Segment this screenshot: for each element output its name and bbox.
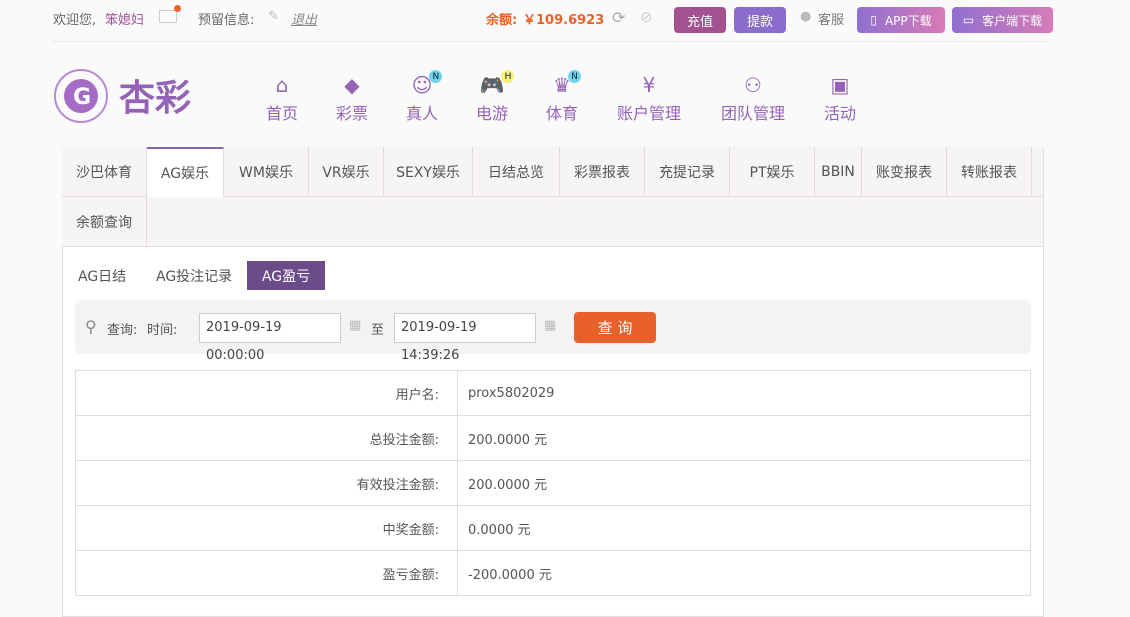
row-value: prox5802029 [457,370,1031,416]
nav-label: 团队管理 [720,104,785,123]
nav-label: 体育 [545,104,578,123]
badge: H [501,70,515,83]
logo[interactable]: G 杏彩 [53,66,208,126]
row-value: 200.0000 元 [457,415,1031,461]
service-link[interactable]: 客服 [818,13,845,28]
tab-7[interactable]: 充提记录 [645,147,730,197]
gamepad-icon: 🎮 H [480,70,515,97]
nav-item-0[interactable]: ⌂ 首页 [242,72,322,124]
top-bar: 欢迎您, 笨媳妇 预留信息: ✎ 退出 余额: ￥109.6923 ⟳ ⊘ 充值… [53,0,1053,42]
row-value: 200.0000 元 [457,460,1031,506]
row-value: -200.0000 元 [457,550,1031,596]
yuan-coin-icon: ¥ [642,73,656,97]
row-value: 0.0000 元 [457,505,1031,551]
nav-label: 首页 [265,104,298,123]
query-button[interactable]: 查 询 [574,312,656,343]
refresh-icon[interactable]: ⟳ [612,8,626,27]
nav-label: 电游 [475,104,508,123]
service-avatar-icon: ● [800,9,812,24]
nav-item-1[interactable]: ◆ 彩票 [312,72,392,124]
row-label: 总投注金额: [75,415,458,461]
username[interactable]: 笨媳妇 [105,13,145,28]
tab-1[interactable]: AG娱乐 [147,147,224,197]
gift-icon: ▣ [830,73,850,97]
nav-label: 活动 [823,104,856,123]
table-row: 有效投注金额: 200.0000 元 [75,460,1031,506]
tab-4[interactable]: SEXY娱乐 [384,147,473,197]
row-label: 用户名: [75,370,458,416]
logo-text: 杏彩 [119,78,191,119]
nav-label: 彩票 [335,104,368,123]
tab-12[interactable]: 余额查询 [62,197,147,247]
tab-11[interactable]: 转账报表 [947,147,1032,197]
table-row: 中奖金额: 0.0000 元 [75,505,1031,551]
withdraw-button[interactable]: 提款 [734,7,786,33]
calendar-icon[interactable]: ▦ [349,318,362,333]
tab-row-fill [147,197,1043,247]
hide-eye-icon[interactable]: ⊘ [640,8,653,26]
nav-label: 真人 [405,104,438,123]
tab-2[interactable]: WM娱乐 [224,147,309,197]
live-dealer-icon: ☺ N [412,70,443,97]
nav-item-4[interactable]: ♛ N 体育 [522,70,602,124]
team-icon: ⚇ [744,73,762,97]
subtab-1[interactable]: AG投注记录 [156,268,233,285]
table-row: 总投注金额: 200.0000 元 [75,415,1031,461]
nav-label: 账户管理 [616,104,681,123]
phone-icon: ▯ [870,13,877,27]
tab-10[interactable]: 账变报表 [862,147,947,197]
nav-item-7[interactable]: ▣ 活动 [800,72,880,124]
start-time-input[interactable]: 2019-09-19 00:00:00 [199,313,341,363]
ticket-icon: ◆ [344,73,360,97]
nav-item-6[interactable]: ⚇ 团队管理 [713,72,793,124]
row-label: 中奖金额: [75,505,458,551]
nav-item-5[interactable]: ¥ 账户管理 [609,72,689,124]
tab-6[interactable]: 彩票报表 [560,147,645,197]
app-download-button[interactable]: ▯ APP下载 [857,7,945,33]
subtab-2[interactable]: AG盈亏 [247,261,325,290]
home-icon: ⌂ [275,73,289,97]
badge: N [567,70,581,83]
search-icon: ⚲ [85,317,97,336]
balance-value: ￥109.6923 [523,13,605,28]
query-label: 查询: [107,323,138,338]
svg-text:G: G [73,85,91,110]
table-row: 盈亏金额: -200.0000 元 [75,550,1031,596]
nav-item-3[interactable]: 🎮 H 电游 [452,70,532,124]
tab-0[interactable]: 沙巴体育 [62,147,147,197]
mail-icon[interactable] [159,5,181,23]
tab-5[interactable]: 日结总览 [473,147,560,197]
logo-emblem-icon: G 杏彩 [54,69,191,123]
nav-item-2[interactable]: ☺ N 真人 [382,70,462,124]
row-label: 有效投注金额: [75,460,458,506]
end-time-input[interactable]: 2019-09-19 14:39:26 [394,313,536,363]
welcome-text: 欢迎您, [53,13,97,28]
subtab-0[interactable]: AG日结 [78,268,127,285]
tab-3[interactable]: VR娱乐 [309,147,384,197]
calendar-icon[interactable]: ▦ [544,318,557,333]
recharge-button[interactable]: 充值 [674,7,726,33]
row-label: 盈亏金额: [75,550,458,596]
monitor-icon: ▭ [962,13,975,27]
app-download-label: APP下载 [884,13,932,28]
tab-row-fill [1032,147,1043,197]
tab-8[interactable]: PT娱乐 [730,147,815,197]
table-row: 用户名: prox5802029 [75,370,1031,416]
time-label: 时间: [147,323,178,338]
balance-label: 余额: [486,13,518,28]
client-download-button[interactable]: ▭ 客户端下载 [952,7,1053,33]
to-label: 至 [371,323,385,338]
client-download-label: 客户端下载 [982,13,1043,28]
logout-link[interactable]: 退出 [291,13,318,28]
badge: N [429,70,443,83]
reserved-info-label: 预留信息: [198,13,255,28]
trophy-icon: ♛ N [553,70,581,97]
edit-icon[interactable]: ✎ [268,9,279,24]
tab-9[interactable]: BBIN [815,147,862,197]
profit-loss-table: 用户名: prox5802029 总投注金额: 200.0000 元有效投注金额: 20… [75,370,1031,596]
